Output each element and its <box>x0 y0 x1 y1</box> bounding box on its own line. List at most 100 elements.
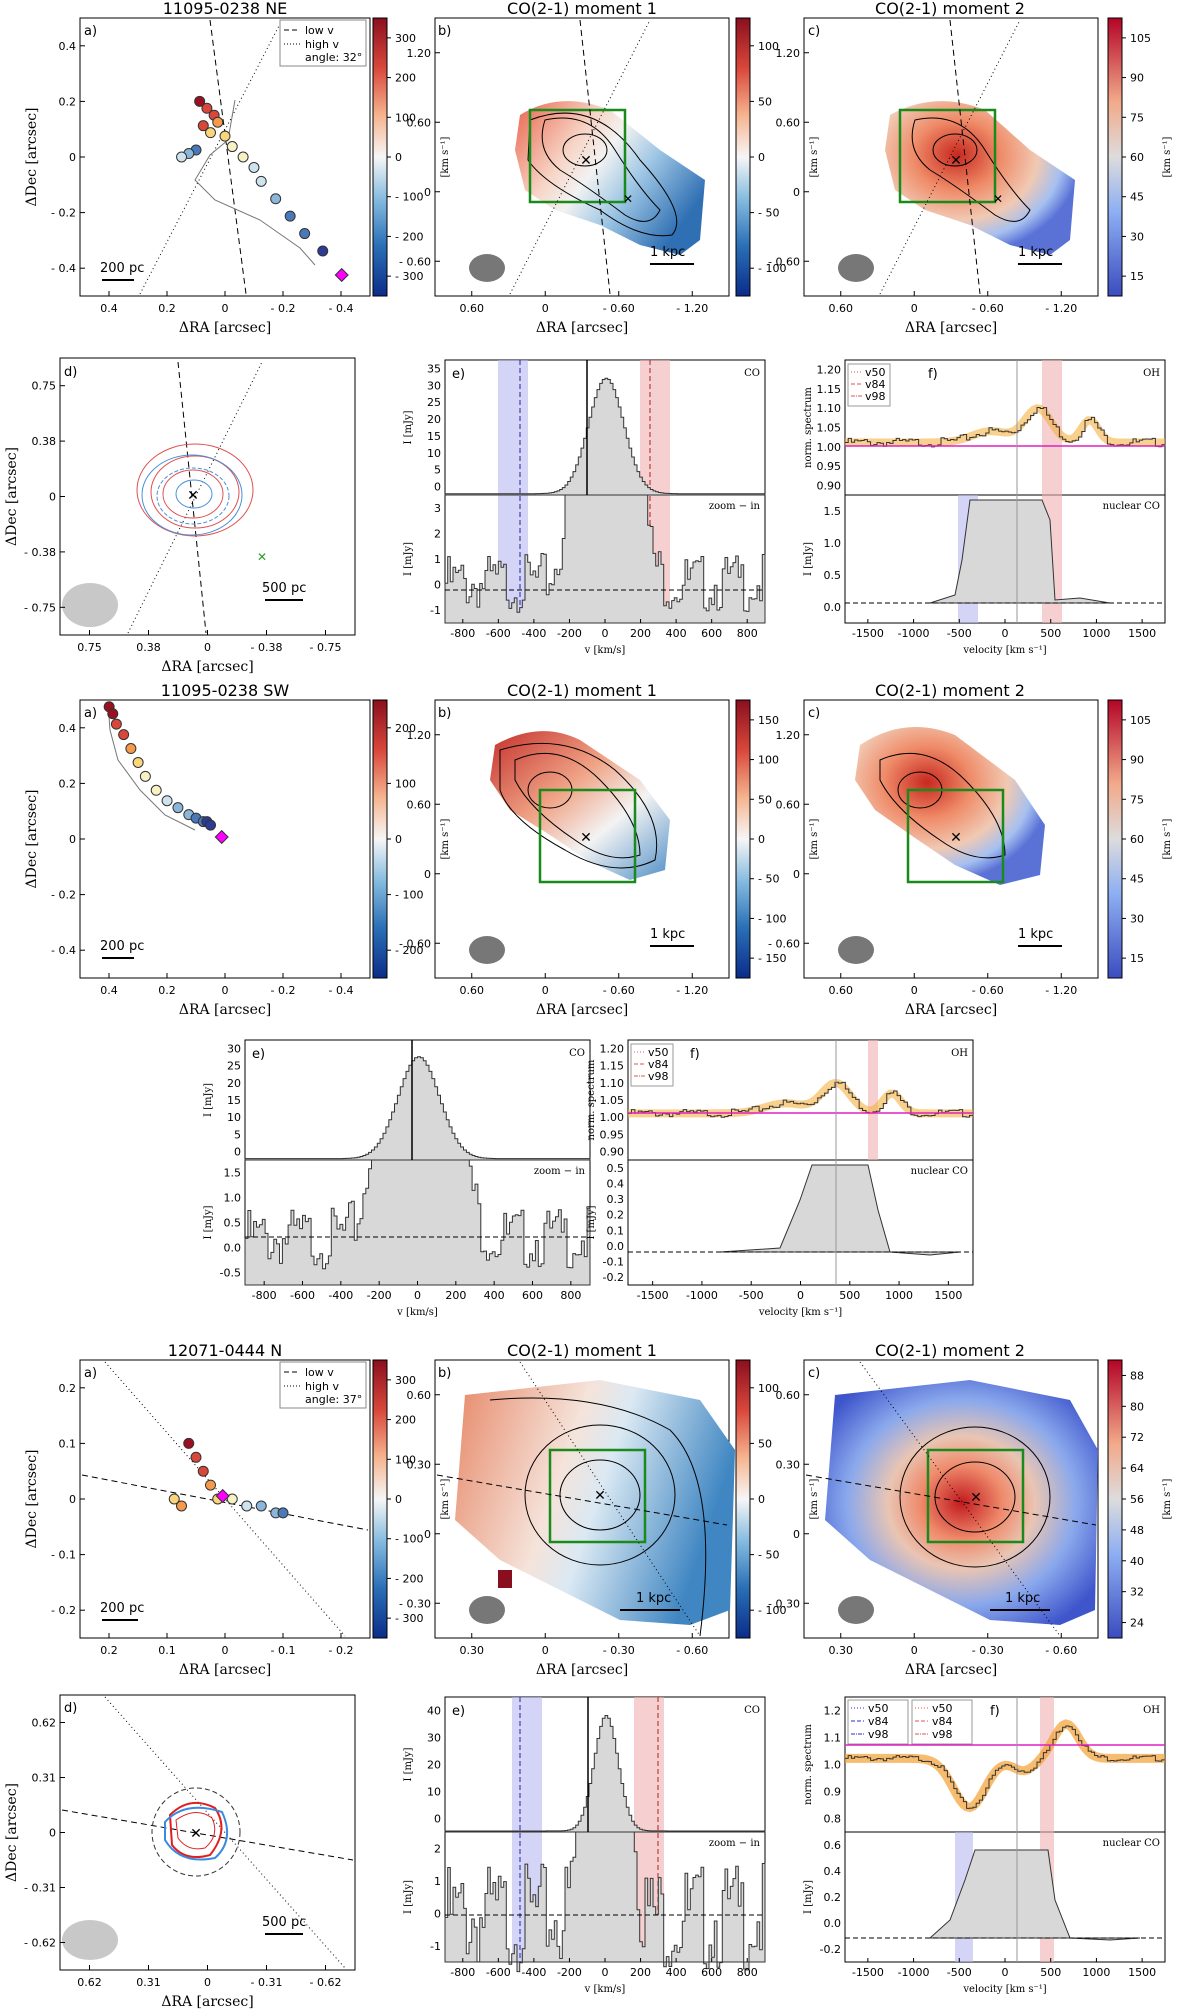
panel-letter-e: e) <box>452 367 465 382</box>
oh-spectrum-axes: -1500 -1000 -500 0 500 1000 1500 velocity [km s… <box>803 364 1156 656</box>
cbar-tick-label: 200 <box>395 722 416 735</box>
row2-panel-e: e) CO zoom − in -800 -600 -400 -200 0 200 400 6… <box>403 359 766 656</box>
y-tick-label: - 0.30 <box>768 1597 800 1610</box>
x-tick-label: 0 <box>222 1644 229 1657</box>
y-tick-label: 0.6 <box>824 1839 842 1852</box>
pv-track <box>107 703 196 831</box>
x-axis-label: velocity [km s⁻¹] <box>962 645 1046 656</box>
y-tick-label: 0.2 <box>824 1891 842 1904</box>
y-tick-label: 10 <box>427 447 441 460</box>
x-tick-label: -400 <box>328 1289 353 1302</box>
y-tick-label: 1 <box>434 1875 441 1888</box>
x-tick-label: 0.2 <box>100 1644 118 1657</box>
y-tick-label: - 0.75 <box>24 601 56 614</box>
mom2-axes: 0.60 0 - 0.60 - 1.20 1.20 0.60 0 - 0.60 ΔRA [arc… <box>768 729 1077 1018</box>
mom1-colorbar <box>735 1359 751 1639</box>
pv-point <box>226 1493 238 1505</box>
co-label: CO <box>569 1048 585 1059</box>
row3-panel-a: 11095-0238 SW a) 200 pc 0.4 0.2 0 - 0.2 - 0.… <box>24 681 423 1018</box>
panel-letter-a: a) <box>84 24 97 39</box>
y-tick-label: 0.2 <box>59 1382 77 1395</box>
oh-spectrum <box>628 1081 974 1118</box>
y-tick-label: - 0.60 <box>768 937 800 950</box>
row2-panel-d: d) ✕ ✕ 500 pc 0.75 0.38 0- 0.38- 0.750.750… <box>4 357 356 675</box>
nuclear-co-spectrum <box>928 1849 1141 1941</box>
y-tick-label: -1 <box>430 604 441 617</box>
y-axis-label: I [mJy] <box>403 1880 414 1914</box>
cbar-tick-label: 90 <box>1130 754 1144 767</box>
cbar-unit: [km s⁻¹] <box>1162 818 1173 859</box>
mom2-frame <box>803 699 1099 979</box>
posv-axes: 0.2 0.1 0 - 0.1 - 0.2 0.2 0.1 0 - 0.1 - 0.2 ΔRA [a… <box>24 1382 353 1678</box>
pv-point <box>201 102 213 114</box>
cbar-tick-label: 48 <box>1130 1524 1144 1537</box>
cbar-tick-label: - 300 <box>395 270 423 283</box>
x-tick-label: 0 <box>222 984 229 997</box>
second-cross: ✕ <box>993 192 1003 206</box>
posv-points <box>176 95 329 257</box>
y-axis-label: ΔDec [arcsec] <box>24 107 40 206</box>
beam-ellipse <box>469 936 505 964</box>
x-axis-label: ΔRA [arcsec] <box>536 1662 628 1678</box>
x-tick-label: - 0.4 <box>329 302 354 315</box>
legend-high-v: high v <box>305 38 339 51</box>
nucleus-marker <box>214 829 229 845</box>
kms-label: [km s⁻¹] <box>809 818 820 859</box>
x-tick-label: 0 <box>542 302 549 315</box>
legend-angle: angle: 37° <box>305 1393 362 1406</box>
y-tick-label: 0.90 <box>817 479 842 492</box>
posv-title: 12071-0444 N <box>168 1341 282 1360</box>
legend-v50: v50 <box>865 366 886 379</box>
nucleus-cross: ✕ <box>950 153 962 169</box>
x-tick-label: 0 <box>204 1976 211 1989</box>
legend-v50: v50 <box>932 1702 953 1715</box>
mom2-frame <box>803 1359 1099 1639</box>
y-tick-label: 0.2 <box>607 1209 625 1222</box>
cbar-tick-label: - 100 <box>395 1533 423 1546</box>
scalebar-label: 1 kpc <box>650 927 685 942</box>
legend-v98: v98 <box>868 1728 889 1741</box>
kms-label: [km s⁻¹] <box>809 1478 820 1519</box>
scalebar-label: 200 pc <box>100 939 144 954</box>
cbar-tick-label: 30 <box>1130 912 1144 925</box>
x-tick-label: - 1.20 <box>1045 302 1077 315</box>
beam-ellipse <box>838 1596 874 1624</box>
y-tick-label: 0 <box>69 833 76 846</box>
mom1-axes: 0.60 0 - 0.60 - 1.20 1.20 0.60 0 - 0.60 ΔRA [arc… <box>399 47 708 336</box>
cbar-tick-label: 15 <box>1130 952 1144 965</box>
x-tick-label: 200 <box>630 1966 651 1979</box>
x-tick-label: - 0.2 <box>329 1644 354 1657</box>
x-axis-label: v [km/s] <box>584 645 626 656</box>
y-axis-label: I [mJy] <box>803 1880 814 1914</box>
cbar-tick-label: 56 <box>1130 1493 1144 1506</box>
legend-v98: v98 <box>648 1070 669 1083</box>
x-tick-label: -200 <box>367 1289 392 1302</box>
legend-angle: angle: 32° <box>305 51 362 64</box>
oh-label: OH <box>951 1048 968 1059</box>
x-tick-label: 500 <box>1040 1966 1061 1979</box>
mom1-colorbar-ticks: 150 100 50 0 - 50 - 100 - 150 <box>750 714 786 965</box>
x-tick-label: - 0.2 <box>271 984 296 997</box>
cbar-tick-label: - 50 <box>758 1549 779 1562</box>
x-axis-label: ΔRA [arcsec] <box>905 1662 997 1678</box>
y-tick-label: 0.5 <box>824 569 842 582</box>
pv-point <box>205 819 217 831</box>
x-axis-label: ΔRA [arcsec] <box>905 320 997 336</box>
cbar-tick-label: 100 <box>395 1453 416 1466</box>
contour <box>541 117 661 222</box>
cbar-tick-label: 80 <box>1130 1400 1144 1413</box>
high-v-axis-line <box>859 1361 1061 1637</box>
blue-contour <box>141 454 243 536</box>
x-tick-label: 1500 <box>934 1289 962 1302</box>
x-tick-label: - 0.60 <box>1045 1644 1077 1657</box>
cbar-tick-label: - 100 <box>395 889 423 902</box>
y-tick-label: 0.60 <box>776 1389 801 1402</box>
red-contour <box>136 443 254 537</box>
contour <box>911 117 1031 222</box>
pv-point <box>205 127 217 139</box>
x-tick-label: 0.38 <box>136 641 161 654</box>
cbar-tick-label: - 300 <box>395 1612 423 1625</box>
x-tick-label: 0 <box>542 1644 549 1657</box>
nuclear-co-label: nuclear CO <box>911 1166 968 1177</box>
